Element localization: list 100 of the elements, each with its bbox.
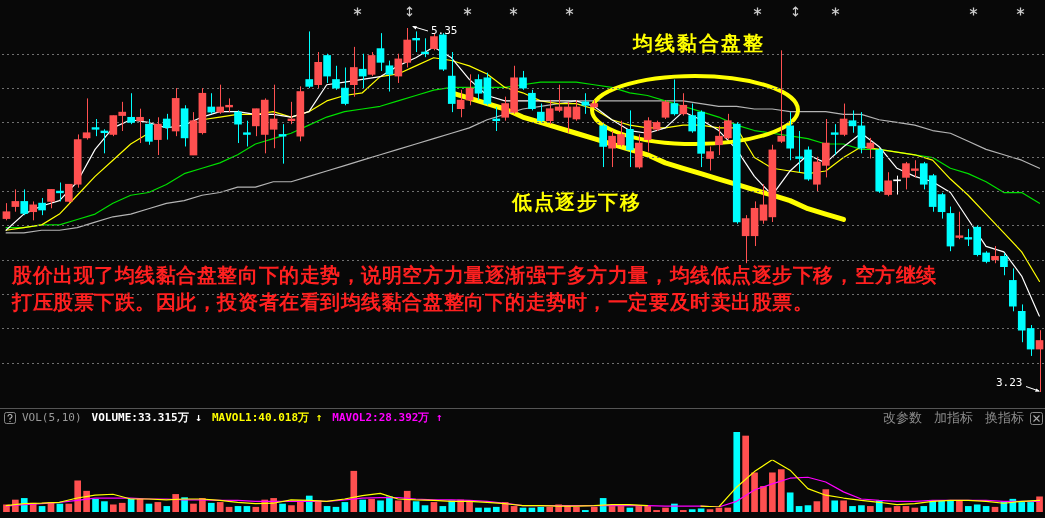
bar (492, 506, 500, 512)
bar (386, 496, 393, 512)
candlestick (82, 97, 91, 141)
candlestick (893, 175, 901, 196)
annotation: 低点逐步下移 (512, 190, 642, 214)
candlestick (305, 30, 314, 89)
candlestick (358, 53, 367, 89)
bar (973, 504, 981, 512)
candlestick (1000, 252, 1008, 276)
bar (742, 435, 749, 512)
bar (368, 498, 375, 512)
candlestick (127, 92, 135, 125)
candlestick (830, 123, 839, 156)
bar (279, 503, 286, 512)
bar (849, 506, 856, 512)
candlestick (679, 92, 688, 117)
bar (412, 501, 420, 512)
bar (110, 504, 117, 512)
bar (172, 494, 179, 512)
bar (706, 509, 714, 512)
annotation: 3.23 (996, 376, 1024, 389)
text: VOLUME:33.315万 ↓ (91, 410, 202, 426)
bar (858, 505, 865, 512)
bar (760, 486, 767, 512)
bar (662, 507, 669, 512)
bar (1027, 502, 1034, 512)
bar (1018, 502, 1026, 512)
bar (964, 506, 972, 512)
bar (831, 500, 839, 512)
candlestick (367, 51, 376, 77)
bar (439, 506, 447, 512)
bar (92, 498, 99, 512)
bar (893, 506, 901, 512)
bar (377, 500, 384, 512)
candlestick (474, 73, 483, 101)
text: 加指标 (934, 409, 973, 427)
bar (38, 506, 46, 512)
candlestick (29, 200, 37, 221)
candlestick (706, 145, 714, 172)
candlestick (786, 111, 795, 161)
candlestick (848, 109, 857, 134)
candlestick (136, 108, 144, 144)
bar (350, 470, 358, 512)
bar (769, 472, 776, 512)
candlestick (670, 79, 679, 117)
candlestick (376, 32, 385, 72)
bar (644, 506, 652, 512)
bar (867, 506, 874, 512)
bar (190, 503, 197, 512)
bar (840, 500, 847, 512)
bar (118, 502, 126, 512)
candlestick (661, 99, 670, 120)
bar (207, 502, 215, 512)
candlestick (154, 116, 162, 156)
candlestick (20, 188, 29, 216)
candlestick (839, 103, 848, 137)
text: 换指标 (985, 409, 1024, 427)
text: MAVOL1:40.018万 ↑ (211, 411, 323, 424)
bar (216, 502, 224, 512)
candlestick (349, 46, 358, 98)
candlestick (243, 120, 251, 147)
bar (688, 509, 696, 512)
candlestick (385, 60, 394, 93)
bar (163, 506, 171, 512)
candlestick (741, 214, 750, 264)
candlestick (145, 118, 153, 146)
candlestick (314, 51, 322, 89)
candlestick (884, 171, 892, 197)
bar (510, 506, 518, 512)
candlestick (332, 65, 340, 91)
bar (394, 500, 402, 512)
bar (733, 432, 741, 512)
bar (475, 507, 482, 512)
bar (902, 506, 910, 512)
candlestick (323, 53, 331, 84)
text: MAVOL2:28.392万 ↑ (332, 411, 443, 424)
chart-title: VOL(5,10) (22, 410, 82, 426)
candlestick (759, 183, 768, 225)
text: 改参数 (883, 409, 922, 427)
bar (920, 506, 928, 512)
bar (323, 506, 331, 512)
bar (590, 506, 598, 512)
bar (822, 489, 830, 512)
bar (751, 472, 758, 512)
bar (786, 492, 794, 512)
bar (617, 506, 625, 512)
candlestick (563, 101, 572, 134)
bar (982, 506, 990, 512)
bar (947, 500, 954, 512)
bar (288, 505, 295, 512)
candlestick (536, 103, 545, 123)
bar (430, 502, 438, 512)
candlestick (278, 123, 287, 165)
bar (813, 501, 821, 512)
bar (65, 503, 73, 512)
candlestick (234, 109, 242, 144)
candlestick (519, 70, 527, 91)
bar (484, 507, 491, 512)
candlestick (47, 188, 55, 209)
bar (154, 502, 162, 512)
